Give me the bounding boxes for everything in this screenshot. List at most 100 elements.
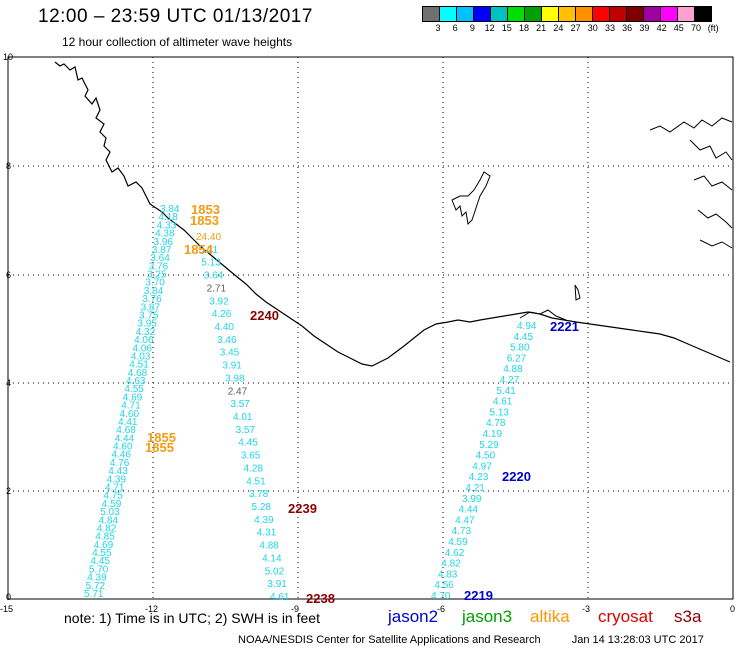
map-gridlines — [8, 57, 733, 599]
wave-height-label: 4.69 — [94, 540, 114, 551]
wave-height-label: 4.94 — [517, 321, 537, 332]
coastline — [54, 61, 731, 367]
wave-height-label: 4.73 — [452, 526, 472, 537]
pass-time-label: 2239 — [288, 501, 317, 516]
map-title: 12:00 – 23:59 UTC 01/13/2017 — [38, 6, 313, 27]
wave-height-label: 4.70 — [431, 591, 451, 602]
wave-height-label: 3.46 — [217, 335, 237, 346]
wave-height-label: 3.99 — [462, 494, 482, 505]
x-tick: -12 — [145, 604, 158, 614]
wave-height-label: 4.88 — [259, 541, 279, 552]
x-axis-ticks: -15 -12 -9 -6 -3 0 — [0, 604, 735, 614]
wave-height-label: 3.70 — [145, 278, 165, 289]
wave-height-label: 3.57 — [230, 399, 250, 410]
wave-height-label: 4.59 — [102, 499, 122, 510]
pass-time-label: 1855 — [147, 430, 176, 445]
colorbar-labels: 3 6 9 12 15 18 21 24 27 30 33 36 39 42 45 70 (ft) — [422, 23, 740, 35]
altimeter-tracks: 3.844.184.334.383.963.873.643.763.253.70… — [84, 204, 537, 603]
wave-height-label: 3.91 — [222, 361, 242, 372]
y-tick: 6 — [6, 270, 11, 280]
pass-time-labels: 1853 1853 1854 2240 2221 1855 1855 2220 … — [145, 202, 579, 606]
wave-height-label: 3.76 — [142, 294, 162, 305]
wave-height-label: 3.95 — [137, 319, 157, 330]
wave-height-label: 4.59 — [448, 537, 468, 548]
x-tick: -3 — [582, 604, 590, 614]
wave-height-label: 4.78 — [486, 418, 506, 429]
wave-height-label: 4.51 — [246, 476, 266, 487]
pass-time-label: 2240 — [250, 308, 279, 323]
pass-time-label: 1853 — [191, 202, 220, 217]
wave-height-label: 4.40 — [215, 322, 235, 333]
wave-height-label: 4.50 — [476, 451, 496, 462]
wave-height-label: 4.41 — [118, 417, 138, 428]
wave-height-label: 2.71 — [207, 283, 227, 294]
wave-height-label: 4.01 — [233, 412, 253, 423]
wave-height-label: 5.29 — [479, 440, 499, 451]
y-tick: 10 — [3, 52, 13, 62]
wave-height-label: 4.44 — [459, 505, 479, 516]
wave-height-label: 3.91 — [267, 579, 287, 590]
wave-height-label: 5.13 — [201, 258, 221, 269]
wave-height-label: 4.26 — [212, 309, 232, 320]
colorbar-label: 45 — [673, 23, 684, 33]
x-tick: -6 — [437, 604, 445, 614]
wave-height-label: 5.03 — [100, 507, 120, 518]
wave-height-label: 4.39 — [254, 515, 274, 526]
wave-height-label: 3.98 — [225, 373, 245, 384]
colorbar-swatch — [694, 6, 712, 22]
legend-s3a: s3a — [674, 607, 702, 626]
wave-height-label: 6.27 — [507, 353, 527, 364]
wave-height-label: 3.78 — [249, 489, 269, 500]
wave-height-label: 4.82 — [97, 524, 117, 535]
pass-time-label: 1853 — [190, 213, 219, 228]
wave-height-label: 4.75 — [103, 491, 123, 502]
y-tick: 2 — [6, 486, 11, 496]
pass-time-label: 2221 — [550, 319, 579, 334]
wave-height-label: 24.40 — [196, 232, 221, 243]
wave-height-label: 4.19 — [483, 429, 503, 440]
coastline-northeast — [649, 117, 733, 249]
wave-height-label: 4.60 — [113, 442, 133, 453]
wave-height-label: 4.85 — [95, 532, 115, 543]
colorbar-label: 24 — [553, 23, 564, 33]
wave-height-label: 4.23 — [469, 472, 489, 483]
wave-height-label: 3.96 — [154, 237, 174, 248]
pass-time-label: 2219 — [464, 588, 493, 603]
footer-note: note: 1) Time is in UTC; 2) SWH is in fe… — [64, 610, 320, 626]
wave-height-label: 4.45 — [514, 332, 534, 343]
wave-height-label: 3.75 — [139, 311, 159, 322]
x-tick: -15 — [0, 604, 13, 614]
wave-height-label: 4.18 — [158, 212, 178, 223]
colorbar-label: 12 — [484, 23, 495, 33]
wave-height-label: 4.82 — [441, 559, 461, 570]
wave-height-label: 4.88 — [503, 364, 523, 375]
wave-height-label: 3.57 — [236, 425, 256, 436]
wave-height-label: 4.68 — [128, 368, 148, 379]
wave-height-label: 4.45 — [238, 438, 258, 449]
wave-height-label: 5.41 — [496, 386, 516, 397]
colorbar-label: (ft) — [707, 23, 719, 33]
colorbar-label: 30 — [587, 23, 598, 33]
wave-height-label: 4.06 — [133, 343, 153, 354]
credit-timestamp: Jan 14 13:28:03 UTC 2017 — [571, 634, 704, 646]
wave-height-label: 3.87 — [141, 302, 161, 313]
wave-height-label: 3.92 — [209, 296, 229, 307]
map-frame — [7, 56, 734, 600]
colorbar-label: 18 — [518, 23, 530, 33]
pass-time-label: 2220 — [502, 469, 531, 484]
footer-credit: NOAA/NESDIS Center for Satellite Applica… — [238, 634, 704, 646]
wave-height-label: 4.39 — [87, 573, 107, 584]
wave-height-label: 4.38 — [155, 229, 175, 240]
credit-text: NOAA/NESDIS Center for Satellite Applica… — [238, 634, 541, 646]
wave-height-label: 4.71 — [105, 483, 125, 494]
wave-height-label: 4.03 — [131, 351, 151, 362]
wave-height-label: 4.06 — [134, 335, 154, 346]
wave-height-label: 4.43 — [108, 466, 128, 477]
wave-height-label: 4.46 — [112, 450, 132, 461]
island — [574, 284, 581, 301]
wave-height-label: 4.61 — [493, 397, 513, 408]
wave-height-label: 4.21 — [465, 483, 485, 494]
wave-height-label: 4.71 — [121, 401, 141, 412]
colorbar-label: 3 — [435, 23, 441, 33]
wave-height-label: 4.14 — [262, 553, 282, 564]
